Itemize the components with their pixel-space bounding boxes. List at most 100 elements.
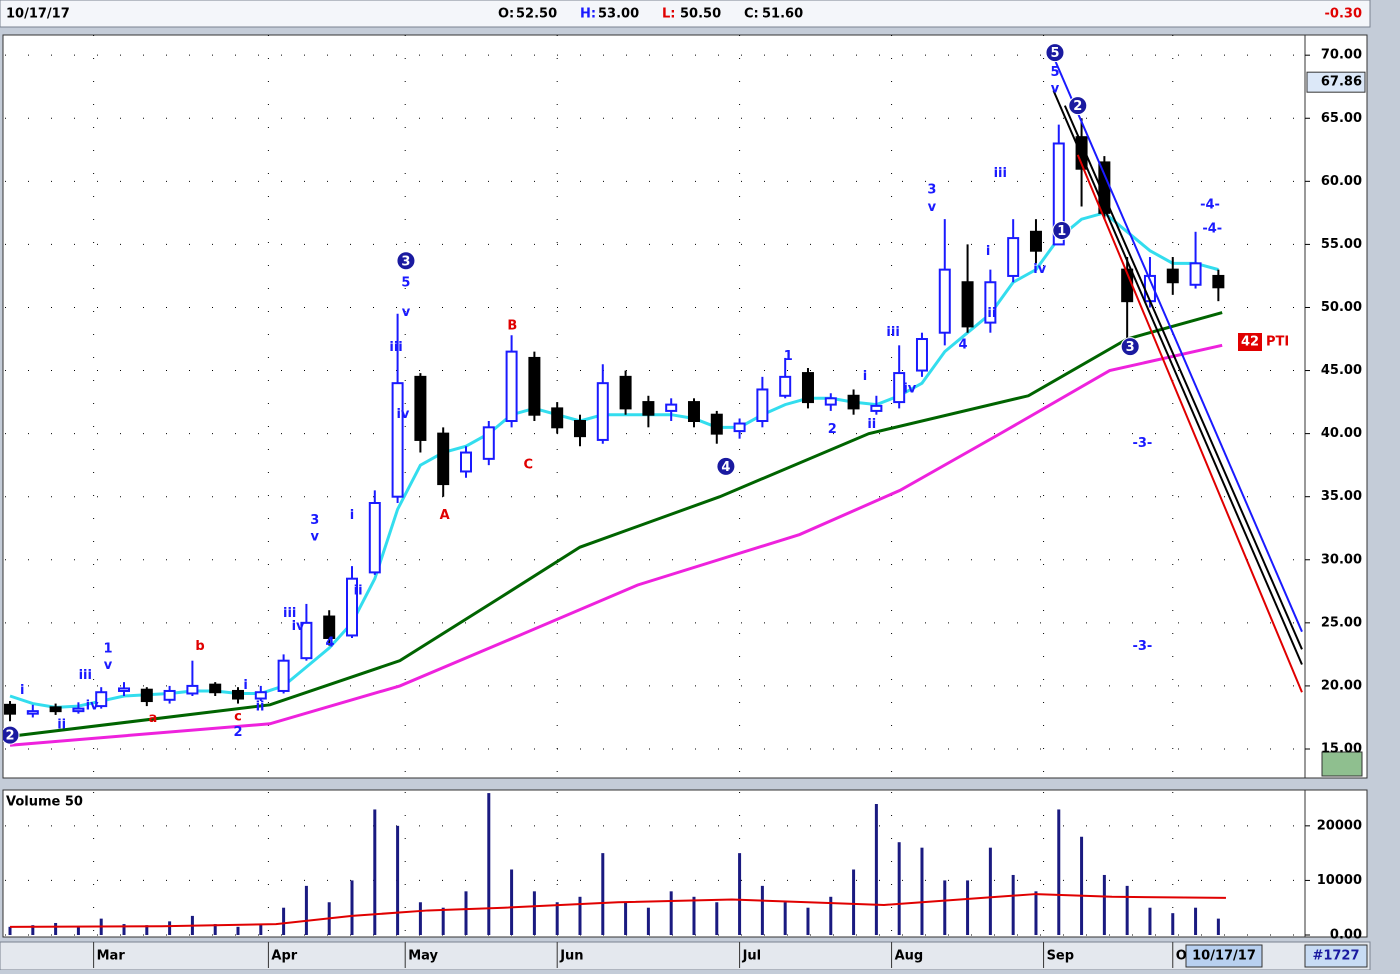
wave-circle — [1068, 96, 1088, 116]
ohlc-label: H: — [580, 7, 596, 22]
wave-label: 1 — [784, 349, 793, 364]
x-tick-label: Jun — [559, 949, 583, 964]
id-box — [1304, 944, 1368, 968]
candle-body — [1166, 268, 1179, 284]
candle-body — [277, 659, 290, 692]
candle-body — [459, 451, 472, 473]
pti-badge: 42 — [1241, 335, 1259, 350]
y-tick-label: 40.00 — [1321, 426, 1362, 441]
volume-bar — [920, 847, 924, 935]
pti-label: PTI — [1266, 335, 1289, 350]
wave-label: -3- — [1132, 436, 1152, 451]
candle-body — [209, 683, 222, 694]
volume-bar — [715, 902, 719, 935]
wave-label: v — [402, 305, 411, 320]
y-tick-label: 55.00 — [1321, 237, 1362, 252]
volume-bar — [31, 925, 35, 935]
candle-body — [984, 281, 997, 324]
candle-body — [254, 691, 267, 700]
candle-body — [893, 372, 906, 404]
wave-label: v — [928, 200, 937, 215]
candle-body — [779, 375, 792, 397]
wave-circle — [3, 725, 20, 745]
candle-body — [528, 356, 541, 416]
y-tick-label: 50.00 — [1321, 300, 1362, 315]
x-tick-label: Mar — [97, 949, 126, 964]
candle-body — [687, 401, 700, 423]
wave-label: 5 — [1050, 65, 1059, 80]
candle-body — [573, 420, 586, 438]
wave-label: 2 — [5, 729, 14, 744]
candle-body — [1029, 230, 1042, 252]
volume-bar — [578, 896, 582, 935]
volume-bar — [350, 880, 354, 935]
volume-bar — [555, 902, 559, 935]
wave-label: C — [524, 457, 534, 472]
y-tick-label: 10000 — [1317, 873, 1362, 888]
wave-label: iii — [79, 668, 92, 683]
candle-body — [505, 350, 518, 423]
moving-average — [9, 311, 1223, 738]
wave-label: iv — [396, 407, 409, 422]
wave-label: i — [863, 369, 867, 384]
volume-bar — [874, 804, 878, 935]
volume-bar — [1102, 874, 1106, 935]
volume-bar — [852, 869, 856, 935]
volume-bar — [54, 922, 58, 935]
candle-body — [756, 388, 769, 423]
y-tick-label: 25.00 — [1321, 615, 1362, 630]
volume-bar — [738, 853, 742, 935]
candle-body — [437, 432, 450, 486]
candle-body — [95, 691, 108, 708]
wave-label: iv — [1033, 262, 1046, 277]
trendline — [1054, 59, 1303, 633]
volume-bar — [8, 926, 12, 935]
volume-bar — [1011, 874, 1015, 935]
candle-body — [26, 710, 39, 715]
volume-average — [10, 893, 1226, 928]
wave-label: c — [234, 710, 242, 725]
tool-icon[interactable] — [1321, 751, 1363, 777]
volume-bar — [304, 885, 308, 935]
trendline — [1063, 105, 1303, 650]
candle-body — [163, 689, 176, 701]
y-tick-label: 70.00 — [1321, 48, 1362, 63]
candle-body — [1052, 142, 1065, 246]
wave-label: 3 — [401, 254, 410, 269]
candle-body — [414, 375, 427, 441]
volume-bar — [1057, 809, 1061, 935]
volume-bar — [373, 809, 377, 935]
wave-label: 4 — [325, 635, 334, 650]
volume-bar — [943, 880, 947, 935]
candle-body — [824, 397, 837, 406]
candle-body — [72, 707, 85, 713]
candle-body — [391, 382, 404, 498]
wave-label: 2 — [828, 422, 837, 437]
volume-bar — [760, 885, 764, 935]
candle-body — [801, 372, 814, 404]
header-bar — [0, 0, 1371, 28]
wave-label: 2 — [233, 725, 242, 740]
volume-bar — [783, 902, 787, 935]
wave-label: iii — [886, 325, 899, 340]
candle-body — [870, 404, 883, 412]
y-tick-label: 15.00 — [1321, 741, 1362, 756]
wave-label: iii — [389, 340, 402, 355]
volume-bar — [1194, 907, 1198, 935]
wave-label: 1 — [104, 642, 113, 657]
date-bar — [0, 941, 1371, 971]
y-tick-label: 0.00 — [1330, 928, 1362, 943]
volume-bar — [282, 907, 286, 935]
candle-body — [551, 407, 564, 429]
candle-body — [619, 375, 632, 410]
ohlc-label: C: — [744, 7, 759, 22]
y-tick-label: 65.00 — [1321, 111, 1362, 126]
candle-body — [368, 502, 381, 574]
volume-bar — [1080, 836, 1084, 935]
volume-bar — [646, 907, 650, 935]
wave-label: v — [311, 529, 320, 544]
volume-bar — [396, 825, 400, 935]
volume-bar — [601, 853, 605, 935]
ohlc-value: 52.50 — [516, 7, 557, 22]
